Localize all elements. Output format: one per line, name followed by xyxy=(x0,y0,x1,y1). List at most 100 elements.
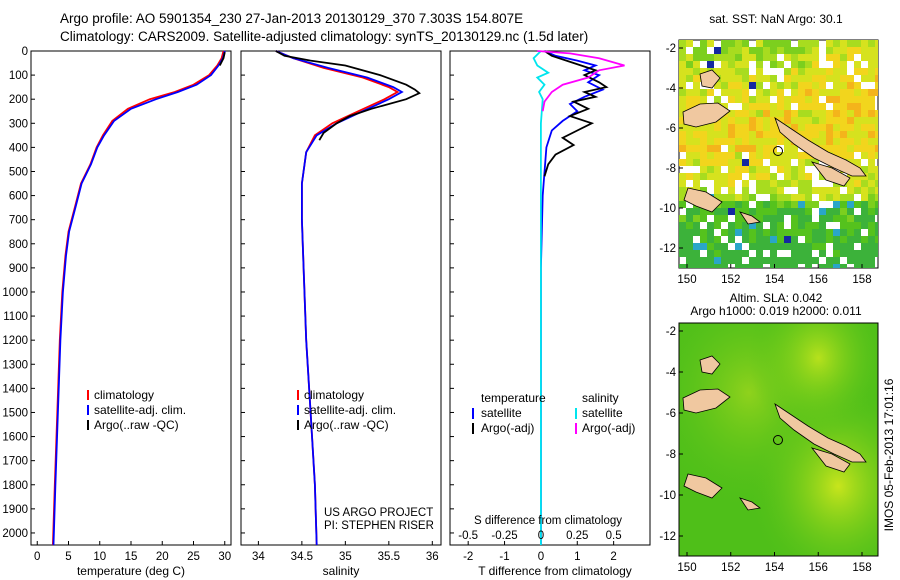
sst-cell xyxy=(714,159,721,166)
sst-cell xyxy=(854,250,861,257)
sst-cell xyxy=(791,201,798,208)
sst-cell xyxy=(679,110,686,117)
sst-cell xyxy=(819,117,826,124)
series-line xyxy=(275,50,421,141)
sst-cell xyxy=(791,110,798,117)
sst-cell xyxy=(714,236,721,243)
series-line xyxy=(543,50,609,177)
s-diff-tick-label: -0.5 xyxy=(458,530,478,542)
sst-cell xyxy=(826,236,833,243)
sst-cell xyxy=(777,166,784,173)
y-tick-label: 1600 xyxy=(2,432,28,444)
sst-cell xyxy=(763,145,770,152)
sst-cell xyxy=(819,229,826,236)
sst-cell xyxy=(756,75,763,82)
sst-cell xyxy=(861,138,868,145)
sst-cell xyxy=(798,215,805,222)
y-tick-label: 1000 xyxy=(2,287,28,299)
sst-cell xyxy=(861,215,868,222)
sst-cell xyxy=(707,173,714,180)
sst-cell xyxy=(763,89,770,96)
sst-cell xyxy=(735,131,742,138)
sst-map-island xyxy=(774,116,867,177)
sst-cell xyxy=(833,103,840,110)
sst-cell xyxy=(791,222,798,229)
sst-cell xyxy=(875,152,878,159)
sst-cell xyxy=(777,264,784,268)
sst-cell xyxy=(861,173,868,180)
sst-cell xyxy=(868,229,875,236)
sst-cell xyxy=(777,236,784,243)
sst-cell xyxy=(756,250,763,257)
sst-cell xyxy=(798,250,805,257)
sst-cell xyxy=(833,110,840,117)
sst-cell xyxy=(812,131,819,138)
sst-cell xyxy=(735,229,742,236)
sst-cell xyxy=(735,82,742,89)
salinity-profile-chart: 34 34.5 35 35.5 36 salinity climatologysatelli… xyxy=(240,50,442,578)
difference-profile-chart: -2 -1 0 1 2T difference from climatology S di… xyxy=(449,50,651,578)
sst-cell xyxy=(847,222,854,229)
sst-cell xyxy=(854,201,861,208)
sst-cell xyxy=(812,68,819,75)
sst-cell xyxy=(756,264,763,268)
sst-cell xyxy=(791,96,798,103)
sst-cell xyxy=(735,145,742,152)
sst-cell xyxy=(693,180,700,187)
sst-cell xyxy=(826,75,833,82)
sst-cell xyxy=(693,145,700,152)
sst-cell xyxy=(707,222,714,229)
sst-cell xyxy=(770,257,777,264)
sst-cell xyxy=(812,117,819,124)
sst-cell xyxy=(798,152,805,159)
map-y-tick-label: -2 xyxy=(666,43,676,55)
sst-cell xyxy=(707,138,714,145)
sst-cell xyxy=(784,68,791,75)
sst-cell xyxy=(840,82,847,89)
sst-cell xyxy=(784,117,791,124)
sst-cell xyxy=(812,187,819,194)
sst-cell xyxy=(728,131,735,138)
sst-cell xyxy=(798,131,805,138)
sst-cell xyxy=(770,103,777,110)
map-y-tick-label: -12 xyxy=(659,243,676,255)
sst-cell xyxy=(805,222,812,229)
difference-plot-frame xyxy=(449,50,651,546)
sst-cell xyxy=(868,152,875,159)
sst-cell xyxy=(728,222,735,229)
sst-cell xyxy=(756,187,763,194)
sst-cell xyxy=(770,124,777,131)
sst-cell xyxy=(861,110,868,117)
sst-cell xyxy=(847,40,854,47)
sst-cell xyxy=(861,54,868,61)
sst-cell xyxy=(875,236,878,243)
sst-cell xyxy=(728,159,735,166)
sst-cell xyxy=(791,145,798,152)
sst-cell xyxy=(728,173,735,180)
sst-cell xyxy=(686,257,693,264)
sst-cell xyxy=(805,131,812,138)
sla-map-island xyxy=(683,473,723,499)
sst-cell xyxy=(798,61,805,68)
sst-cell xyxy=(854,173,861,180)
sst-cell xyxy=(707,166,714,173)
sst-cell xyxy=(805,264,812,268)
sst-cell xyxy=(693,61,700,68)
difference-x-axis-label: T difference from climatology xyxy=(478,564,632,578)
sst-cell xyxy=(707,152,714,159)
sst-cell xyxy=(826,124,833,131)
sst-cell xyxy=(735,138,742,145)
sst-cell xyxy=(840,61,847,68)
sst-cell xyxy=(833,124,840,131)
sst-cell xyxy=(749,75,756,82)
sst-cell xyxy=(714,68,721,75)
sst-cell xyxy=(847,152,854,159)
sst-cell xyxy=(763,117,770,124)
sst-cell xyxy=(756,131,763,138)
sst-cell xyxy=(749,54,756,61)
sst-cell xyxy=(847,131,854,138)
x-tick-label: 1 xyxy=(574,551,580,563)
sst-cell xyxy=(742,222,749,229)
sst-cell xyxy=(770,54,777,61)
